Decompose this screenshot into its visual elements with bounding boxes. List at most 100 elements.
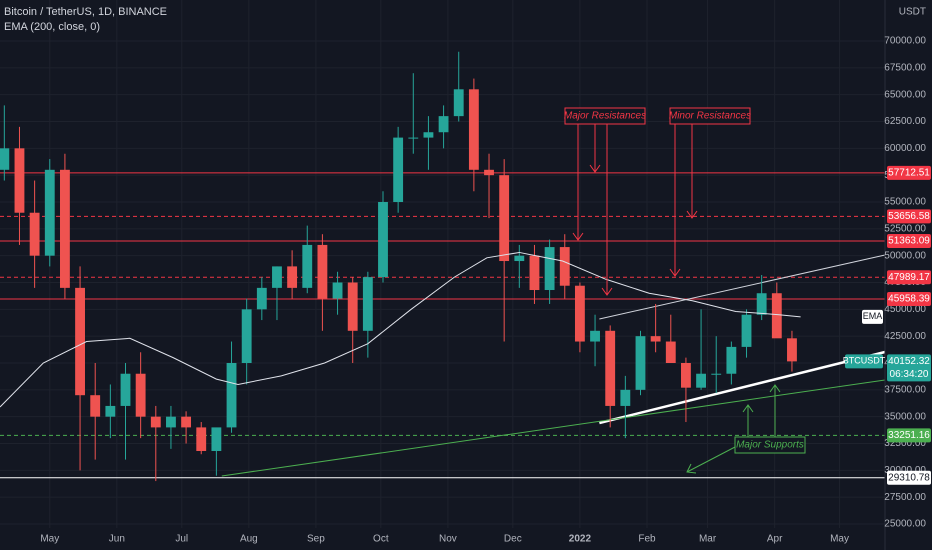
candle-body	[771, 293, 782, 339]
y-tick-label: 60000.00	[884, 143, 926, 154]
candle-body	[726, 346, 737, 374]
y-tick-label: 52500.00	[884, 223, 926, 234]
candle-body	[756, 293, 767, 315]
candle-body	[574, 285, 585, 342]
candle-body	[650, 336, 661, 342]
candle-body	[256, 287, 267, 310]
annotation-box	[734, 436, 806, 454]
level-tag	[887, 292, 931, 307]
candle-body	[347, 282, 358, 331]
candle-body	[317, 244, 328, 299]
x-tick-label: 2022	[569, 534, 592, 545]
ema-tag-label: EMA	[863, 311, 883, 321]
support-annotation	[686, 384, 806, 474]
candle-body	[393, 137, 404, 202]
candle-body	[105, 405, 116, 417]
x-tick-label: Feb	[638, 534, 656, 545]
annotation: Minor Resistances	[669, 111, 751, 122]
level-tag-label: 51363.09	[888, 236, 930, 247]
candle-body	[438, 116, 449, 133]
y-tick-label: 50000.00	[884, 250, 926, 261]
candle-body	[484, 169, 494, 176]
candle-body	[241, 309, 252, 363]
candle-body	[150, 416, 161, 428]
candle-body	[14, 148, 25, 213]
y-tick-label: 42500.00	[884, 331, 926, 342]
candle-body	[29, 212, 40, 256]
level-tag-label: 33251.16	[888, 430, 930, 441]
candle-body	[0, 148, 10, 170]
x-tick-label: Aug	[240, 534, 258, 545]
annotations	[564, 107, 751, 296]
x-tick-label: Sep	[307, 534, 325, 545]
candle-body	[272, 266, 282, 288]
candle-body	[665, 341, 676, 363]
symbol-tag	[845, 354, 883, 369]
x-tick-label: Mar	[699, 534, 717, 545]
candle-body	[90, 395, 101, 417]
candle-body	[468, 89, 479, 170]
candle-body	[135, 373, 146, 417]
candle-body	[787, 338, 797, 362]
candle-body	[544, 247, 555, 291]
candle-body	[559, 247, 570, 286]
candle-body	[696, 373, 706, 388]
x-tick-label: Nov	[439, 534, 457, 545]
level-tag	[887, 209, 931, 224]
y-tick-label: 35000.00	[884, 411, 926, 422]
annotation: Major Resistances	[564, 111, 646, 122]
candle-body	[59, 169, 70, 288]
currency: USDT	[899, 7, 926, 18]
candle-body	[423, 132, 434, 138]
candle-body	[529, 255, 540, 291]
candle-body	[75, 287, 85, 396]
annotation-box	[564, 107, 646, 125]
candle-body	[44, 169, 55, 256]
candle-body	[287, 266, 298, 288]
y-tick-label: 37500.00	[884, 384, 926, 395]
x-tick-label: May	[40, 534, 59, 545]
level-tag	[887, 270, 931, 285]
x-tick-label: May	[830, 534, 849, 545]
price-tag	[887, 354, 931, 382]
level-tag-label: 57712.51	[888, 168, 930, 179]
candle-body	[211, 427, 222, 452]
candle-body	[226, 362, 237, 428]
trendline	[599, 254, 886, 320]
countdown: 06:34:20	[890, 369, 929, 380]
candle-body	[196, 427, 207, 452]
level-tag-label: 45958.39	[888, 294, 930, 305]
candle-body	[741, 314, 752, 347]
candle-body	[635, 336, 646, 390]
level-tag	[887, 428, 931, 443]
level-tag-label: 53656.58	[888, 211, 930, 222]
y-tick-label: 32500.00	[884, 438, 926, 449]
y-tick-label: 67500.00	[884, 62, 926, 73]
candle-body	[408, 137, 419, 139]
candle-body	[590, 330, 600, 342]
candle-body	[378, 201, 388, 278]
y-tick-label: 30000.00	[884, 465, 926, 476]
x-tick-label: Apr	[767, 534, 783, 545]
y-tick-label: 25000.00	[884, 519, 926, 530]
candle-body	[514, 255, 525, 262]
annotation-box	[669, 107, 751, 125]
trendline	[221, 379, 886, 477]
level-tag	[887, 165, 931, 180]
x-tick-label: Jul	[175, 534, 188, 545]
level-tag	[887, 470, 931, 485]
x-tick-label: Oct	[373, 534, 389, 545]
y-tick-label: 62500.00	[884, 116, 926, 127]
candle-body	[362, 277, 373, 331]
y-tick-label: 70000.00	[884, 36, 926, 47]
indicator-label: EMA (200, close, 0)	[4, 21, 100, 33]
support-arrows	[686, 384, 781, 474]
y-tick-label: 55000.00	[884, 197, 926, 208]
y-tick-label: 65000.00	[884, 89, 926, 100]
x-tick-label: Dec	[504, 534, 522, 545]
ema-tag	[862, 309, 883, 324]
candle-body	[302, 244, 313, 288]
x-tick-label: Jun	[109, 534, 125, 545]
candle-body	[181, 416, 192, 428]
